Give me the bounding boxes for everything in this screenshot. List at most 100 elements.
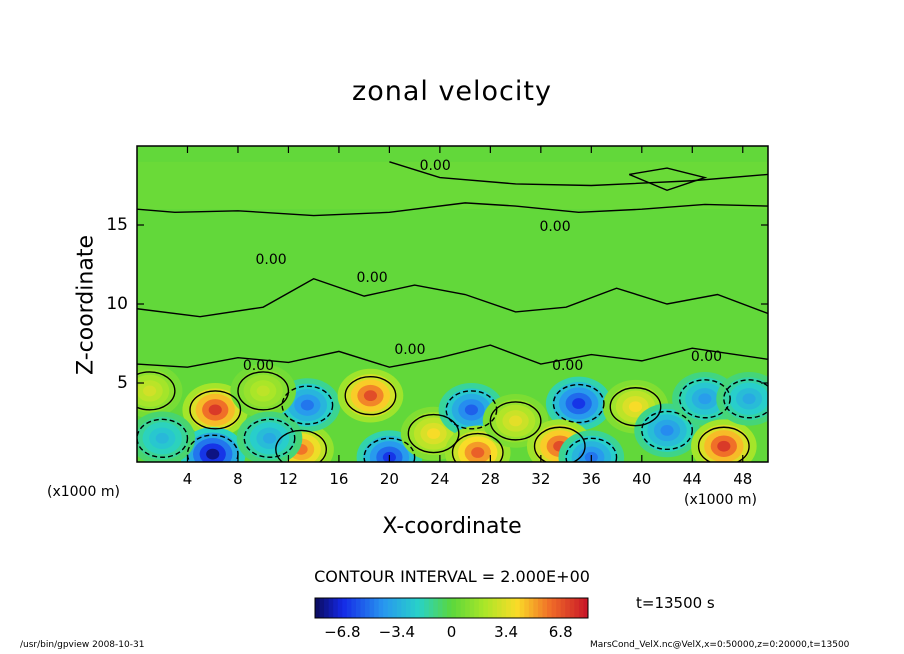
feature-contour-20 [237, 371, 290, 411]
field-contour-fill [256, 385, 270, 397]
colorbar-swatch [401, 598, 407, 618]
field-contour-fill [628, 401, 643, 413]
colorbar-swatch [342, 598, 348, 618]
colorbar-swatch [328, 598, 334, 618]
x-tick-label: 12 [278, 470, 298, 488]
feature-contour-15 [678, 379, 731, 419]
feature-contour-19 [137, 418, 189, 458]
time-label: t=13500 s [636, 594, 715, 612]
contour-lines [137, 161, 768, 462]
feature-contour-14 [641, 410, 693, 451]
colorbar-swatch [519, 598, 525, 618]
colorbar-swatch [365, 598, 371, 618]
colorbar-swatch [419, 598, 425, 618]
x-unit-right: (x1000 m) [684, 492, 757, 508]
feature-contour-18 [137, 371, 176, 411]
colorbar-swatch [501, 598, 507, 618]
contour-line-1 [389, 161, 768, 187]
colorbar-swatch [537, 598, 543, 618]
field-feature-12 [558, 430, 625, 462]
y-tick-marks [137, 224, 768, 384]
field-contour-fill [427, 428, 441, 439]
field-contour-fill [363, 390, 378, 402]
x-tick-label: 24 [430, 470, 450, 488]
x-tick-marks [186, 146, 744, 462]
chart-title: zonal velocity [352, 76, 552, 107]
x-tick-label: 44 [682, 470, 702, 488]
colorbar-swatch [387, 598, 393, 618]
colorbar-frame [314, 597, 589, 619]
colorbar-swatch [506, 598, 512, 618]
field-feature-9 [482, 394, 549, 448]
feature-contour-0 [189, 390, 242, 430]
contour-value-label: 0.00 [394, 342, 426, 359]
x-unit-left: (x1000 m) [47, 484, 120, 500]
colorbar-swatch [487, 598, 493, 618]
field-contour-fill [208, 404, 222, 416]
field-feature-10 [545, 376, 612, 431]
feature-contour-9 [489, 401, 542, 441]
x-tick-label: 20 [379, 470, 399, 488]
field-contour-fill [300, 399, 314, 411]
contour-value-label: 0.00 [690, 348, 723, 365]
contour-line-3 [137, 344, 768, 368]
colorbar-swatch [578, 598, 584, 618]
colorbar-swatch [583, 598, 589, 618]
colorbar-swatch [465, 598, 471, 618]
contour-line-0 [137, 202, 768, 217]
colorbar-swatch [469, 598, 475, 618]
feature-contour-17 [723, 379, 768, 419]
field-contour-fill [572, 398, 586, 409]
field-contour-fill [262, 432, 277, 444]
colorbar-swatch [392, 598, 398, 618]
field-feature-18 [137, 364, 183, 418]
colorbar-swatch [415, 598, 421, 618]
contour-line-2 [137, 277, 768, 318]
colorbar-swatch [456, 598, 462, 618]
field-band [137, 161, 768, 210]
colorbar-swatch [556, 598, 562, 618]
colorbar-swatch [524, 598, 530, 618]
colorbar-swatch [324, 598, 330, 618]
field-feature-4 [337, 368, 404, 423]
colorbar-swatch [374, 598, 380, 618]
colorbar-tick-label: 0 [446, 623, 457, 641]
field-contour-fill [742, 393, 756, 405]
colorbar-swatch [542, 598, 548, 618]
colorbar-swatch [547, 598, 553, 618]
colorbar-tick-label: 6.8 [548, 623, 573, 641]
contour-interval-label: CONTOUR INTERVAL = 2.000E+00 [314, 567, 590, 586]
y-tick-label: 15 [106, 215, 128, 235]
x-tick-label: 4 [182, 470, 193, 488]
feature-contour-16 [697, 426, 750, 462]
feature-contour-8 [451, 432, 504, 462]
feature-contour-11 [533, 426, 586, 462]
field-feature-0 [182, 383, 249, 437]
colorbar-swatch [451, 598, 457, 618]
x-axis-label: X-coordinate [382, 514, 522, 539]
contour-value-label: 0.00 [242, 358, 275, 375]
colorbar-swatch [442, 598, 448, 618]
field-contour-fill [464, 404, 478, 416]
feature-contour-10 [552, 383, 605, 424]
feature-contour-13 [609, 387, 662, 427]
colorbar-swatch [424, 598, 430, 618]
y-tick-label: 10 [106, 294, 128, 314]
field-contour-fill [155, 432, 169, 444]
colorbar-swatch [351, 598, 357, 618]
feature-contour-5 [363, 437, 416, 462]
contour-line-4 [628, 167, 708, 191]
feature-contour-3 [281, 385, 334, 425]
colorbar-tick-label: −3.4 [378, 623, 416, 641]
colorbar-swatch [428, 598, 434, 618]
colorbar-tick-label: −6.8 [324, 623, 361, 641]
colorbar-swatch [383, 598, 389, 618]
x-tick-label: 32 [531, 470, 551, 488]
colorbar-swatch [406, 598, 412, 618]
contour-value-label: 0.00 [419, 157, 451, 174]
colorbar-swatch [574, 598, 580, 618]
colorbar-swatch [337, 598, 343, 618]
y-tick-label: 5 [117, 373, 128, 393]
colorbar-swatch [533, 598, 539, 618]
field-contour-fill [509, 415, 523, 427]
